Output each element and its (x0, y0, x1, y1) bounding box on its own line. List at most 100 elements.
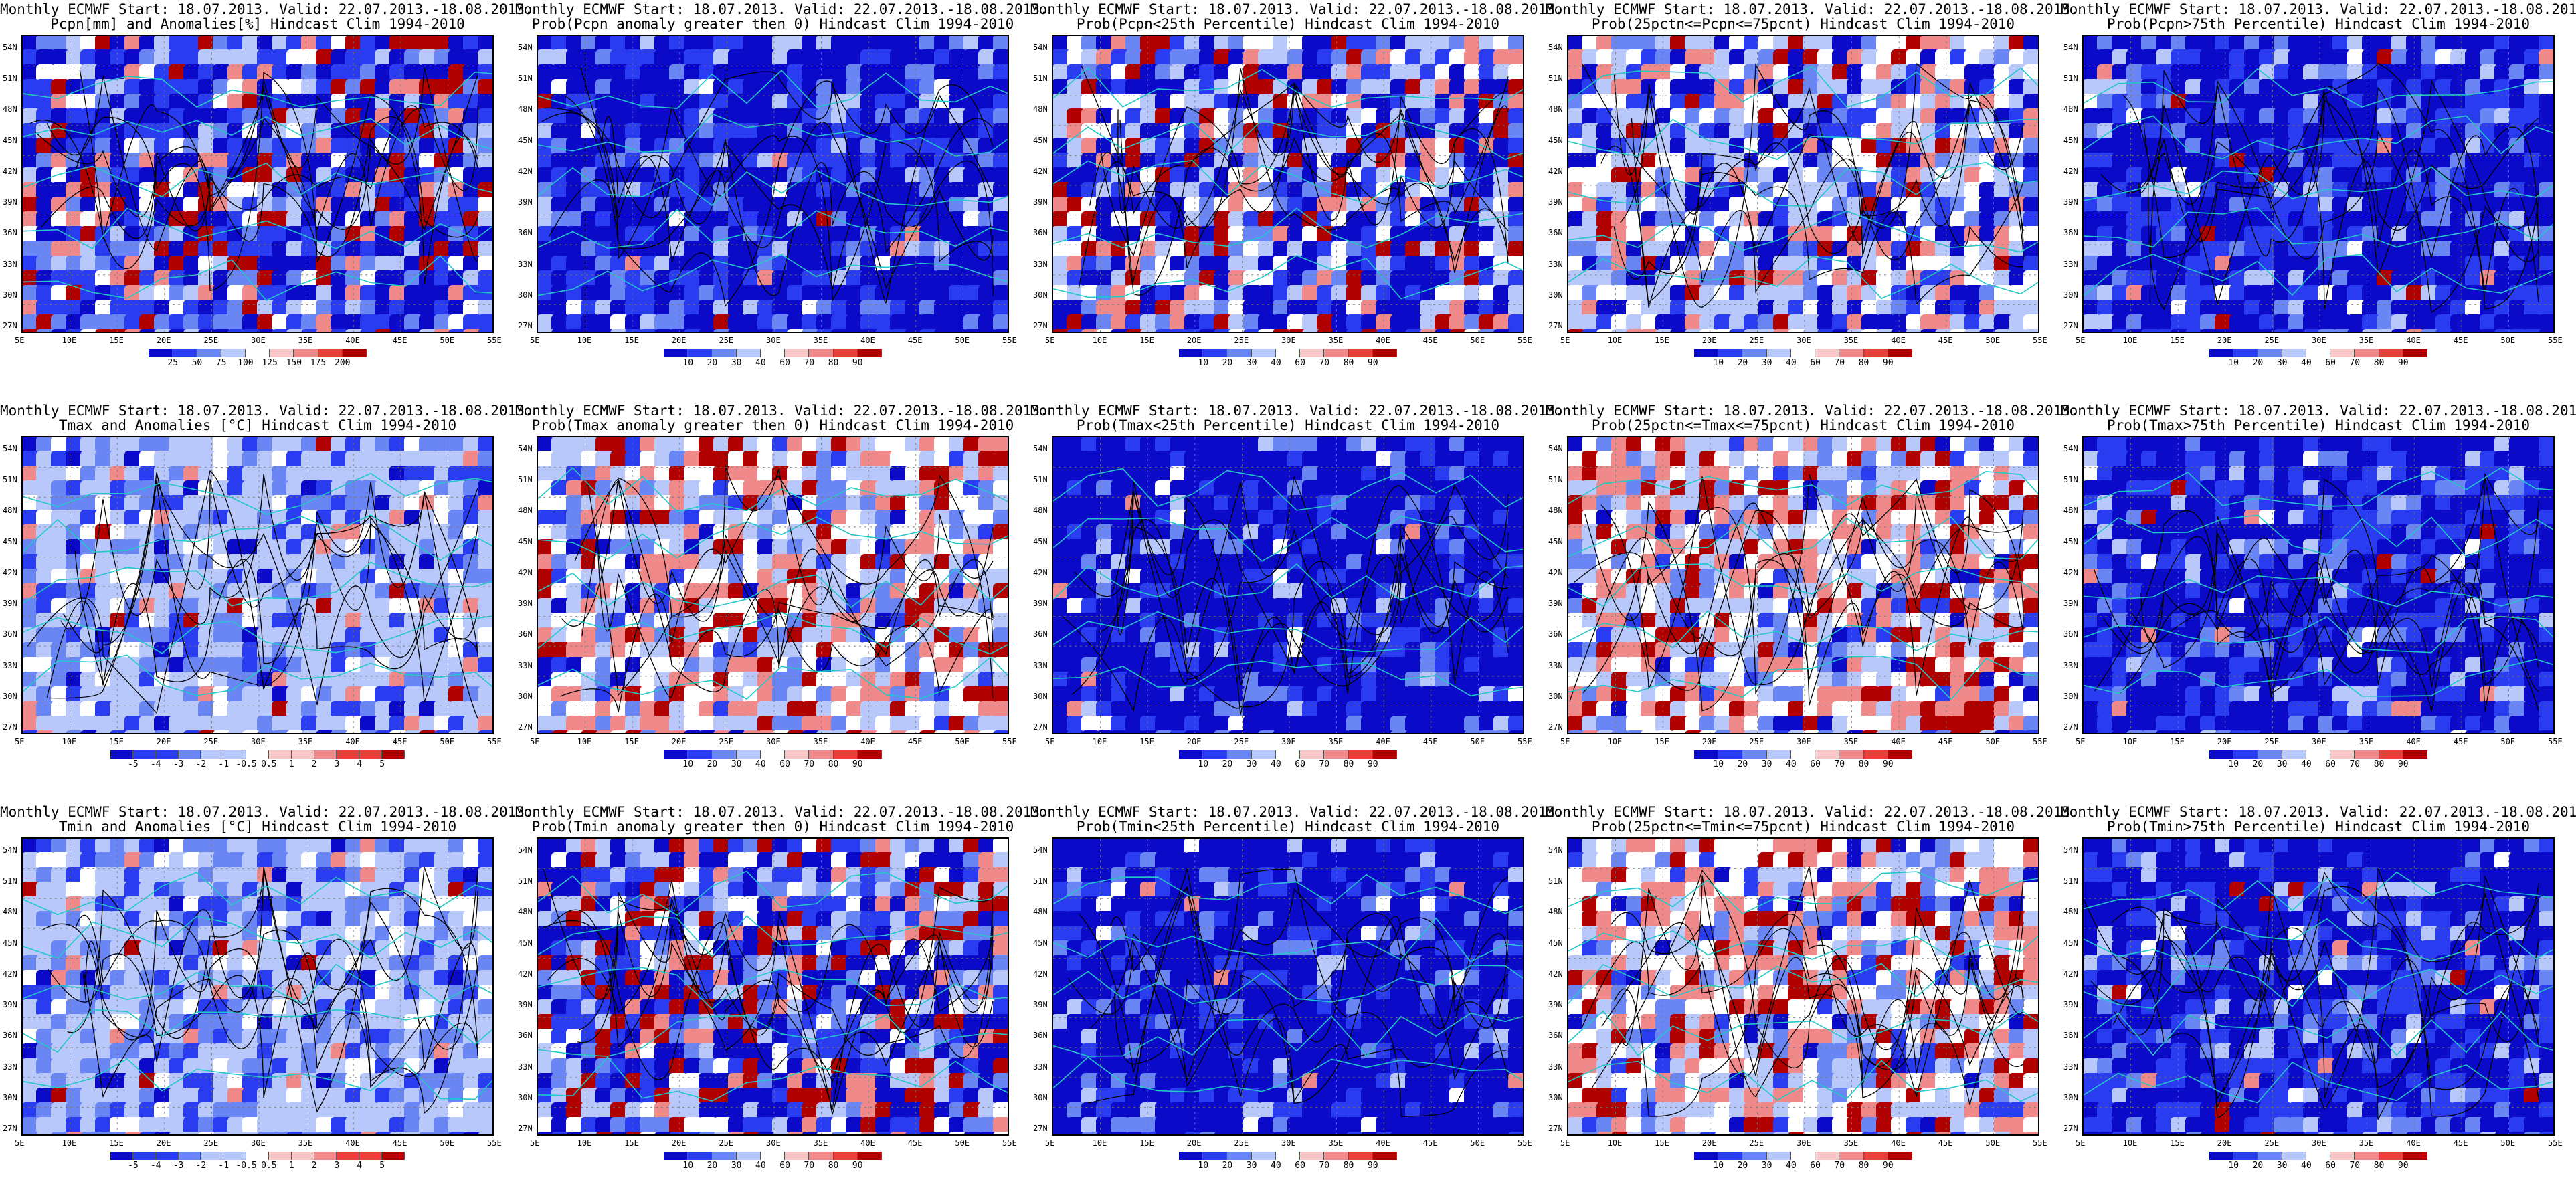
field-cell (23, 524, 40, 543)
field-cell (139, 598, 158, 617)
field-cell (1906, 123, 1924, 142)
field-cell (95, 314, 114, 332)
field-cell (242, 613, 261, 631)
field-cell (360, 314, 379, 332)
coastline (23, 615, 492, 654)
field-cell (419, 285, 438, 304)
field-cell (286, 524, 305, 543)
field-cell (2347, 79, 2366, 98)
field-cell (1817, 197, 1836, 215)
field-cell (2362, 64, 2381, 83)
field-cell (1331, 211, 1350, 230)
field-cell (2244, 270, 2263, 289)
field-cell (551, 49, 570, 68)
field-cell (2200, 211, 2219, 230)
field-cell (2156, 329, 2175, 332)
field-cell (23, 270, 40, 289)
field-cell (316, 64, 335, 83)
forecast-map (1052, 35, 1524, 333)
field-cell (198, 657, 217, 676)
field-cell (538, 138, 555, 157)
field-cell (610, 583, 629, 602)
field-cell (492, 182, 494, 201)
field-cell (2553, 123, 2555, 142)
colorbar-swatch (201, 750, 224, 759)
field-cell (257, 598, 276, 617)
field-cell (2450, 64, 2469, 83)
field-cell (1861, 49, 1880, 68)
field-cell (1287, 211, 1306, 230)
field-cell (610, 466, 629, 484)
field-cell (463, 539, 482, 558)
field-cell (1523, 197, 1524, 215)
field-cell (2084, 226, 2101, 245)
field-cell (846, 108, 864, 127)
field-cell (1361, 108, 1380, 127)
field-cell (316, 79, 335, 98)
field-cell (286, 730, 305, 733)
field-cell (36, 613, 55, 631)
field-cell (1376, 49, 1394, 68)
field-cell (2480, 49, 2498, 68)
field-cell (301, 642, 320, 661)
field-cell (919, 554, 938, 573)
field-cell (2303, 167, 2322, 186)
field-cell (301, 241, 320, 260)
field-cell (478, 79, 492, 98)
field-cell (1891, 256, 1910, 274)
field-cell (375, 554, 393, 573)
field-cell (743, 437, 761, 455)
field-cell (1803, 49, 1821, 68)
field-cell (2009, 256, 2027, 274)
field-cell (1243, 241, 1262, 260)
field-cell (757, 510, 776, 528)
lat-tick-label: 36N (3, 228, 17, 238)
field-cell (198, 64, 217, 83)
field-cell (478, 94, 492, 112)
field-cell (492, 64, 494, 83)
field-cell (669, 524, 688, 543)
field-cell (772, 226, 791, 245)
field-cell (154, 730, 173, 733)
field-cell (1773, 94, 1792, 112)
field-cell (2156, 94, 2175, 112)
field-cell (640, 94, 658, 112)
field-cell (2524, 329, 2543, 332)
field-cell (169, 49, 187, 68)
field-cell (1568, 123, 1586, 142)
field-cell (1670, 64, 1689, 83)
field-cell (2494, 197, 2513, 215)
field-cell (1008, 36, 1009, 54)
field-cell (699, 36, 717, 54)
field-cell (139, 657, 158, 676)
field-cell (890, 437, 909, 455)
field-cell (272, 153, 290, 171)
field-cell (640, 211, 658, 230)
lon-tick-label: 10E (1607, 336, 1623, 345)
field-cell (538, 554, 555, 573)
field-cell (1655, 153, 1674, 171)
field-cell (448, 686, 467, 705)
field-cell (699, 167, 717, 186)
field-cell (183, 510, 202, 528)
field-cell (963, 211, 982, 230)
field-cell (757, 36, 776, 54)
field-cell (492, 569, 494, 587)
field-cell (95, 583, 114, 602)
field-cell (23, 94, 40, 112)
field-cell (581, 437, 600, 455)
field-cell (95, 480, 114, 499)
field-cell (1714, 123, 1733, 142)
lon-tick-label: 35E (298, 737, 313, 746)
field-cell (23, 329, 40, 332)
field-cell (331, 329, 349, 332)
field-cell (1287, 182, 1306, 201)
field-cell (23, 138, 40, 157)
field-cell (2391, 123, 2410, 142)
field-cell (1508, 182, 1523, 201)
field-cell (1964, 123, 1983, 142)
field-cell (36, 64, 55, 83)
field-cell (875, 182, 894, 201)
field-cell (699, 79, 717, 98)
field-cell (2038, 167, 2039, 186)
